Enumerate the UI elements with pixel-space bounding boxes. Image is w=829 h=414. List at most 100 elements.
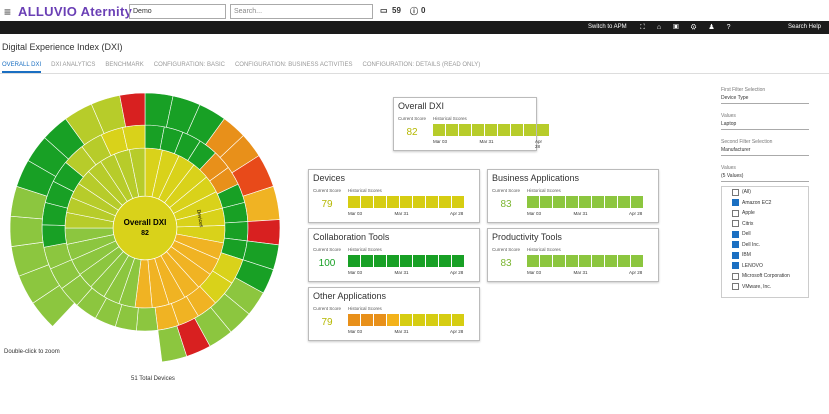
zoom-hint: Double-click to zoom xyxy=(4,349,60,355)
option[interactable]: Dell xyxy=(722,229,808,240)
score-card[interactable]: Collaboration Tools Current Score Historic… xyxy=(308,228,480,282)
option[interactable]: Microsoft Corporation xyxy=(722,271,808,282)
option[interactable]: IBM xyxy=(722,250,808,261)
score-card[interactable]: Overall DXI Current Score Historical Score… xyxy=(393,97,549,151)
tab[interactable]: CONFIGURATION: BASIC xyxy=(153,62,225,68)
option[interactable]: Dell Inc. xyxy=(722,240,808,251)
date-label: Mar 03 xyxy=(527,211,542,216)
tab[interactable]: OVERALL DXI xyxy=(2,62,42,73)
history-cell xyxy=(361,314,373,326)
sunburst-segment xyxy=(41,224,67,248)
score-card[interactable]: Business Applications Current Score Histor… xyxy=(487,169,659,223)
history-cell xyxy=(348,255,360,267)
alerts-count[interactable]: 59 xyxy=(392,6,401,15)
score-card[interactable]: Other Applications Current Score Historica… xyxy=(308,287,480,341)
date-label: Mar 03 xyxy=(348,329,363,334)
checkbox[interactable] xyxy=(732,209,739,217)
current-score: 79 xyxy=(321,199,333,210)
filter-select[interactable]: (5 Values) xyxy=(721,171,809,182)
option[interactable]: Citrix xyxy=(722,219,808,230)
history-cell xyxy=(553,255,565,267)
date-label: Apr 28 xyxy=(629,211,643,216)
history-cell xyxy=(374,314,386,326)
filter-label: Values xyxy=(721,165,736,171)
checkbox[interactable] xyxy=(732,251,739,259)
checkbox[interactable] xyxy=(732,220,739,228)
history-cell xyxy=(540,255,552,267)
info-count[interactable]: 0 xyxy=(421,6,426,15)
page-title: Digital Experience Index (DXI) xyxy=(2,42,123,52)
history-cell xyxy=(540,196,552,208)
option-list: (All) Amazon EC2 Apple Citrix Dell Dell Inc. I… xyxy=(721,186,809,298)
checkbox[interactable] xyxy=(732,272,739,280)
history-cell xyxy=(413,255,425,267)
history-cell xyxy=(361,196,373,208)
checkbox[interactable] xyxy=(732,262,739,270)
current-score: 79 xyxy=(321,317,333,328)
sunburst-segment xyxy=(119,92,146,128)
history-strip xyxy=(348,255,464,267)
history-cell xyxy=(452,255,464,267)
tab[interactable]: CONFIGURATION: DETAILS (READ ONLY) xyxy=(362,62,481,68)
option[interactable]: VMware, Inc. xyxy=(722,282,808,293)
date-label: Mar 31 xyxy=(394,211,409,216)
score-card[interactable]: Productivity Tools Current Score Historica… xyxy=(487,228,659,282)
menu-icon[interactable]: ≡ xyxy=(4,5,12,19)
filter-label: First Filter Selection xyxy=(721,87,766,93)
history-cell xyxy=(452,314,464,326)
info-icon[interactable]: ⓘ xyxy=(410,7,418,16)
checkbox[interactable] xyxy=(732,199,739,207)
history-cell xyxy=(426,196,438,208)
checkbox[interactable] xyxy=(732,283,739,291)
sunburst-segment xyxy=(246,219,281,246)
tab[interactable]: BENCHMARK xyxy=(105,62,144,68)
checkbox[interactable] xyxy=(732,230,739,238)
search-help[interactable]: Search Help xyxy=(788,24,822,30)
tab[interactable]: CONFIGURATION: BUSINESS ACTIVITIES xyxy=(234,62,353,68)
history-cell xyxy=(439,314,451,326)
hist-label: Historical Scores xyxy=(348,247,382,252)
dropdown[interactable]: Demo xyxy=(129,4,226,19)
hist-label: Historical Scores xyxy=(527,247,561,252)
alerts-icon[interactable]: ▭ xyxy=(380,6,388,15)
score-card[interactable]: Devices Current Score Historical Scores 79 M… xyxy=(308,169,480,223)
history-cell xyxy=(348,196,360,208)
option[interactable]: LENOVO xyxy=(722,261,808,272)
history-cell xyxy=(527,255,539,267)
option[interactable]: Amazon EC2 xyxy=(722,198,808,209)
checkbox[interactable] xyxy=(732,188,739,196)
logo: ALLUVIO Aternity xyxy=(18,4,133,19)
hist-label: Historical Scores xyxy=(527,188,561,193)
history-cell xyxy=(472,124,484,136)
option[interactable]: (All) xyxy=(722,187,808,198)
option[interactable]: Apple xyxy=(722,208,808,219)
filter-panel: First Filter Selection Device Type Value… xyxy=(721,84,809,298)
filter-select[interactable]: Device Type xyxy=(721,93,809,104)
tab[interactable]: DXI ANALYTICS xyxy=(51,62,96,68)
history-cell xyxy=(592,196,604,208)
sunburst-segment xyxy=(136,307,159,332)
history-cell xyxy=(400,314,412,326)
card-title: Devices xyxy=(313,173,346,183)
current-score: 100 xyxy=(318,258,336,269)
filter-select[interactable]: Laptop xyxy=(721,119,809,130)
card-title: Productivity Tools xyxy=(492,232,562,242)
date-label: Mar 31 xyxy=(479,139,494,144)
current-label: Current Score xyxy=(313,188,342,193)
filter-label: Values xyxy=(721,113,736,119)
history-cell xyxy=(400,255,412,267)
filter-select[interactable]: Manufacturer xyxy=(721,145,809,156)
history-cell xyxy=(374,255,386,267)
date-label: Mar 03 xyxy=(348,270,363,275)
date-label: Apr 28 xyxy=(535,139,543,149)
total-devices: 51 Total Devices xyxy=(131,376,175,382)
search-box[interactable]: Search... xyxy=(230,4,373,19)
checkbox[interactable] xyxy=(732,241,739,249)
history-cell xyxy=(374,196,386,208)
toolbar-icons[interactable]: ⛶⌂▣⚙♟? xyxy=(640,24,743,31)
current-label: Current Score xyxy=(492,247,521,252)
history-cell xyxy=(439,255,451,267)
switch-apm[interactable]: Switch to APM xyxy=(588,24,627,30)
current-score: 83 xyxy=(500,258,512,269)
card-title: Other Applications xyxy=(313,291,387,301)
